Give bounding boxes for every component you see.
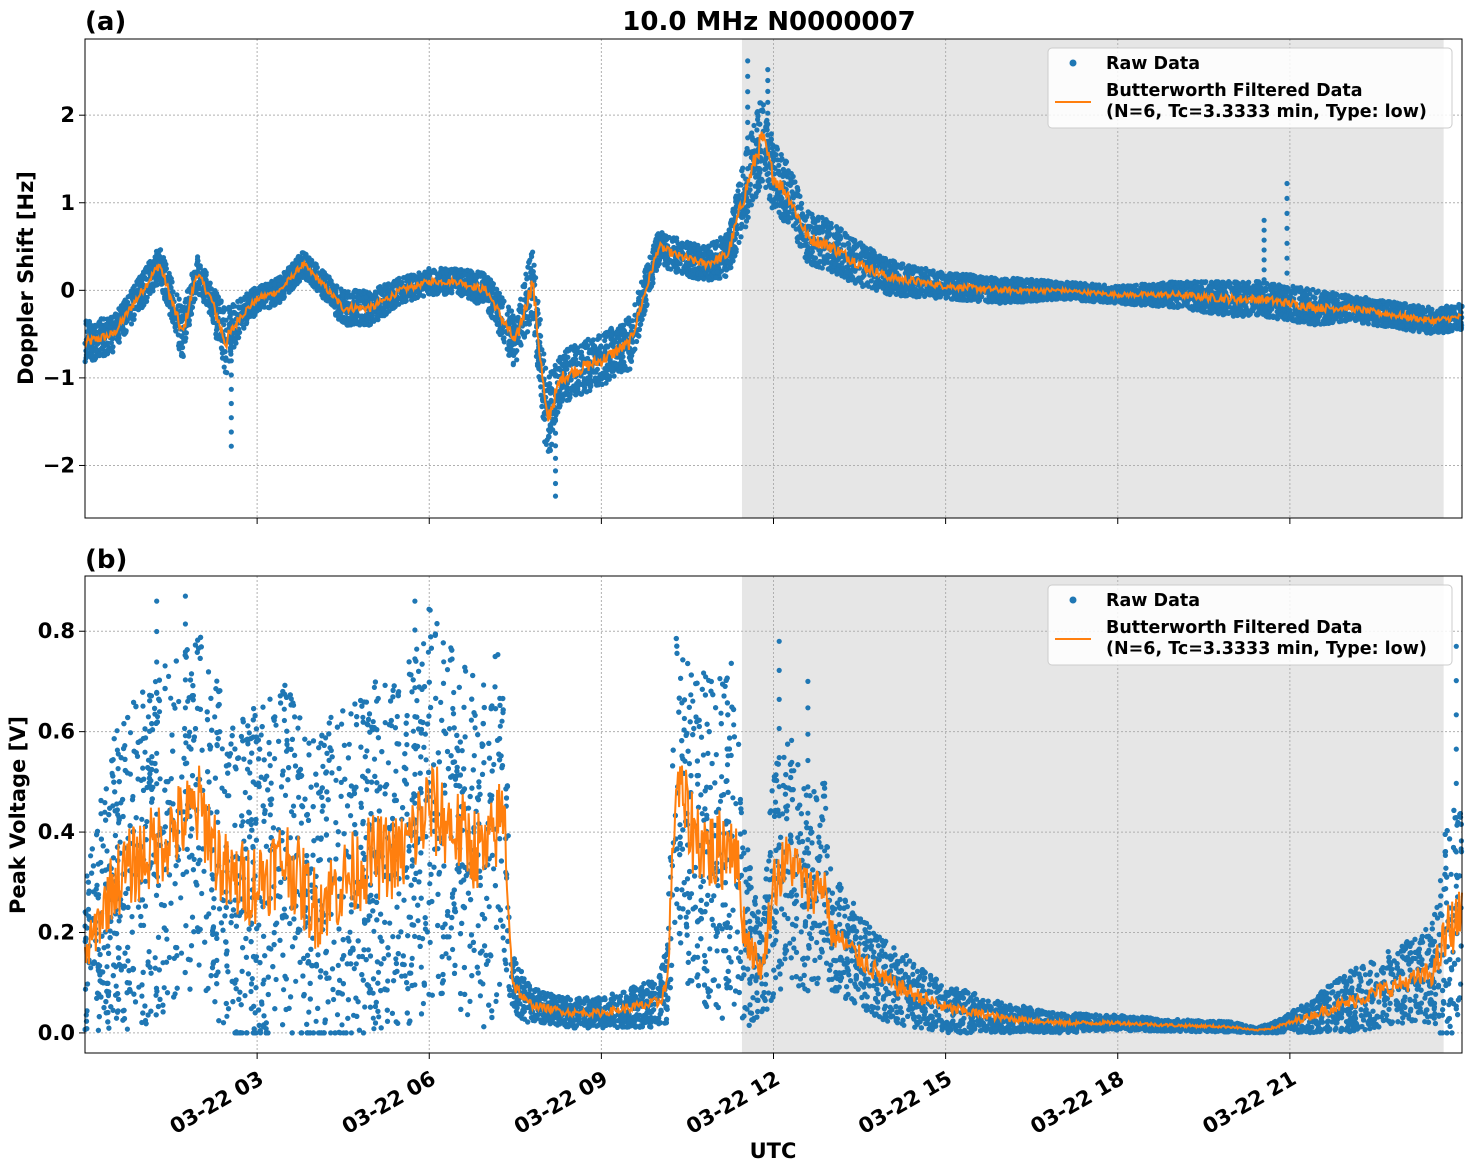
raw-point (736, 240, 741, 245)
raw-point (737, 181, 742, 186)
raw-point (636, 334, 641, 339)
raw-point (751, 123, 756, 128)
raw-point (210, 318, 215, 323)
raw-point (518, 297, 523, 302)
raw-point (532, 263, 537, 268)
raw-point (544, 442, 549, 447)
raw-point (632, 347, 637, 352)
raw-point (545, 437, 550, 442)
raw-point (754, 127, 759, 132)
raw-point (509, 308, 514, 313)
raw-point (84, 319, 89, 324)
panel-a-doppler-shift: 210−1−2 (a) 10.0 MHz N0000007 Doppler Sh… (14, 7, 1465, 524)
raw-point (779, 156, 784, 161)
raw-point (786, 219, 791, 224)
